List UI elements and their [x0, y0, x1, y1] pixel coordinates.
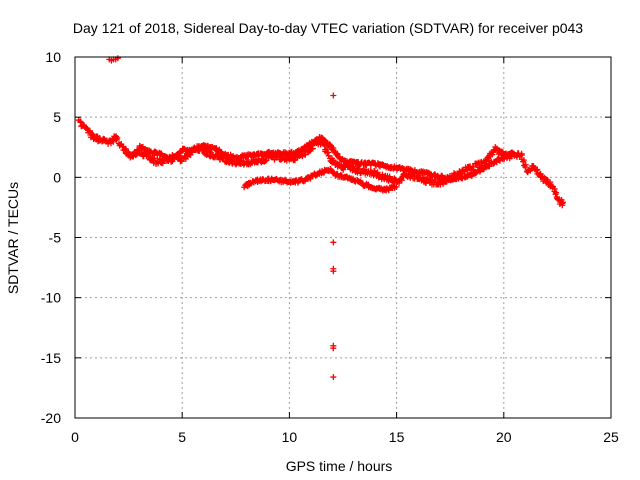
y-tick-label: 10 [45, 49, 61, 65]
y-tick-label: 0 [53, 169, 61, 185]
outlier-point [114, 55, 121, 62]
y-tick-label: -5 [49, 230, 62, 246]
y-tick-label: -15 [41, 350, 61, 366]
outlier-point [330, 345, 337, 352]
band_main-point [559, 199, 566, 206]
band_upper_segment-point [168, 158, 175, 165]
y-axis-label: SDTVAR / TECUs [5, 182, 21, 294]
band_main-point [132, 152, 139, 159]
band_main-point [89, 131, 96, 138]
band_main-point [325, 152, 332, 159]
band_main-point [552, 189, 559, 196]
x-tick-label: 15 [389, 429, 405, 445]
x-axis-label: GPS time / hours [286, 458, 393, 474]
band_main-point [551, 185, 558, 192]
outlier-point [330, 374, 337, 381]
band_main-point [533, 167, 540, 174]
x-tick-label: 25 [603, 429, 619, 445]
x-tick-label: 5 [178, 429, 186, 445]
chart-title: Day 121 of 2018, Sidereal Day-to-day VTE… [73, 20, 583, 36]
band_main-point [309, 145, 316, 152]
x-tick-label: 20 [496, 429, 512, 445]
axis-ticks: 0 5 10 15 20 25 10 5 0 -5 -10 -15 -20 [41, 49, 619, 445]
x-tick-label: 10 [282, 429, 298, 445]
band_main-point [151, 155, 158, 162]
band_main-point [520, 157, 527, 164]
x-tick-label: 0 [71, 429, 79, 445]
y-tick-label: -10 [41, 290, 61, 306]
outlier-point [330, 268, 337, 275]
band_main-point [114, 134, 121, 141]
band_main-point [522, 164, 529, 171]
data-points [75, 55, 566, 381]
band_main-point [77, 119, 84, 126]
outlier-point [330, 239, 337, 246]
band_main-point [386, 173, 393, 180]
band_lower-point [393, 183, 400, 190]
y-tick-label: -20 [41, 410, 61, 426]
grid-lines [75, 57, 611, 418]
band_main-point [291, 157, 298, 164]
band_upper_segment-point [336, 154, 343, 161]
outlier-point [330, 92, 337, 99]
band_upper_segment-point [510, 150, 517, 157]
y-tick-label: 5 [53, 109, 61, 125]
